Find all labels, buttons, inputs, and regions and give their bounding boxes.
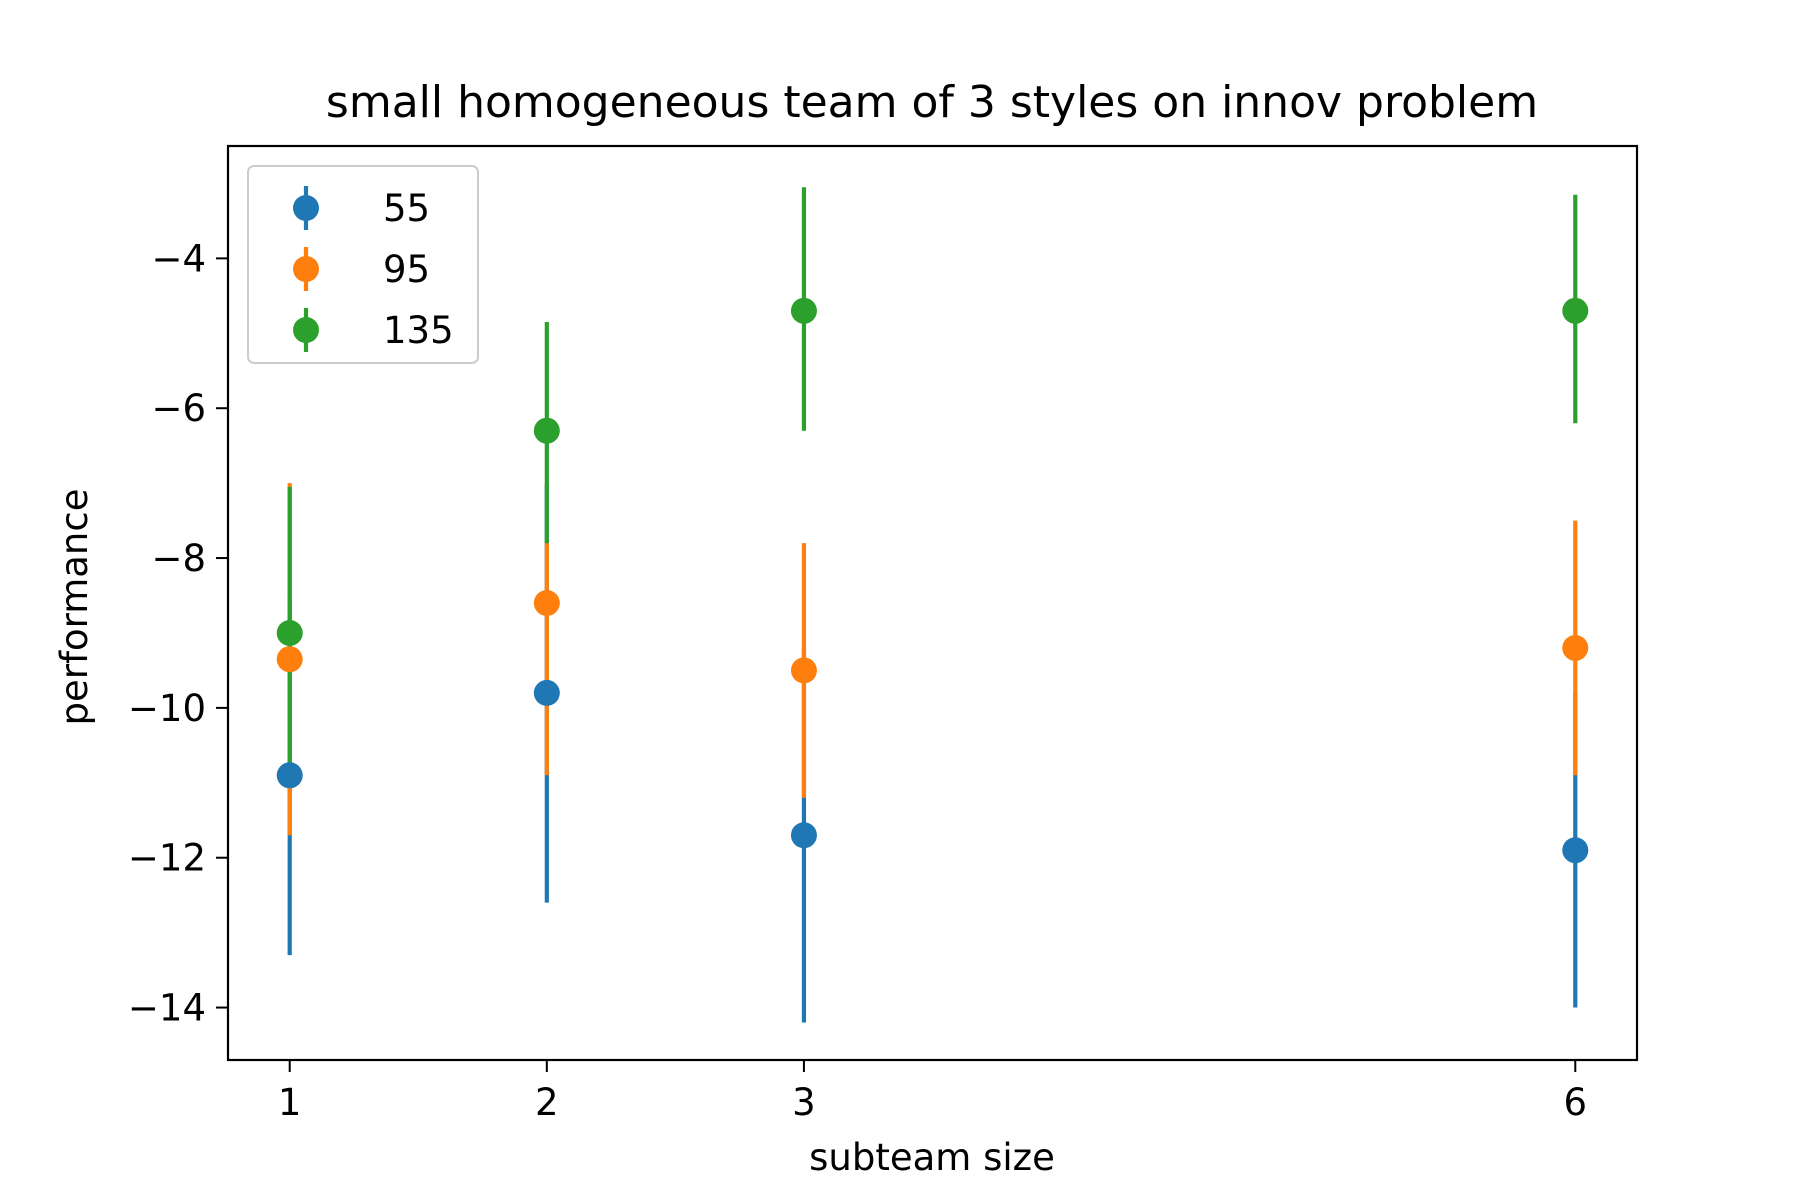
y-axis-label: performance	[53, 489, 96, 726]
data-point-55-1	[276, 762, 303, 789]
x-axis-label: subteam size	[809, 1136, 1055, 1179]
y-tick-label--8: −8	[151, 537, 206, 580]
data-point-55-6	[1562, 837, 1589, 864]
data-point-135-1	[276, 619, 303, 646]
x-tick-label-1: 1	[278, 1081, 302, 1124]
axes-frame	[226, 144, 1639, 1062]
legend-marker-55	[293, 195, 319, 221]
chart-title: small homogeneous team of 3 styles on in…	[326, 77, 1538, 128]
x-tick-label-2: 2	[535, 1081, 559, 1124]
data-point-95-1	[276, 646, 303, 673]
y-tick-label--12: −12	[128, 837, 206, 880]
data-point-135-6	[1562, 297, 1589, 324]
data-point-55-2	[533, 679, 560, 706]
legend-label-55: 55	[383, 187, 430, 230]
y-tick-label--14: −14	[128, 987, 206, 1030]
data-point-135-3	[790, 297, 817, 324]
data-point-95-3	[790, 657, 817, 684]
y-tick-label--6: −6	[151, 387, 206, 430]
legend-label-135: 135	[383, 309, 454, 352]
legend-marker-95	[293, 256, 319, 282]
data-point-95-6	[1562, 634, 1589, 661]
x-tick-label-3: 3	[792, 1081, 816, 1124]
x-tick-label-6: 6	[1564, 1081, 1588, 1124]
legend-marker-135	[293, 317, 319, 343]
data-point-95-2	[533, 590, 560, 616]
y-tick-label--4: −4	[151, 237, 206, 280]
y-tick-label--10: −10	[128, 687, 206, 730]
legend-label-95: 95	[383, 248, 430, 291]
data-point-55-3	[790, 822, 817, 849]
data-point-135-2	[533, 417, 560, 444]
plot-area: 1 2 3 6 −4 −6 −8 −10 −12 −14 55 95 135	[128, 144, 1639, 1124]
